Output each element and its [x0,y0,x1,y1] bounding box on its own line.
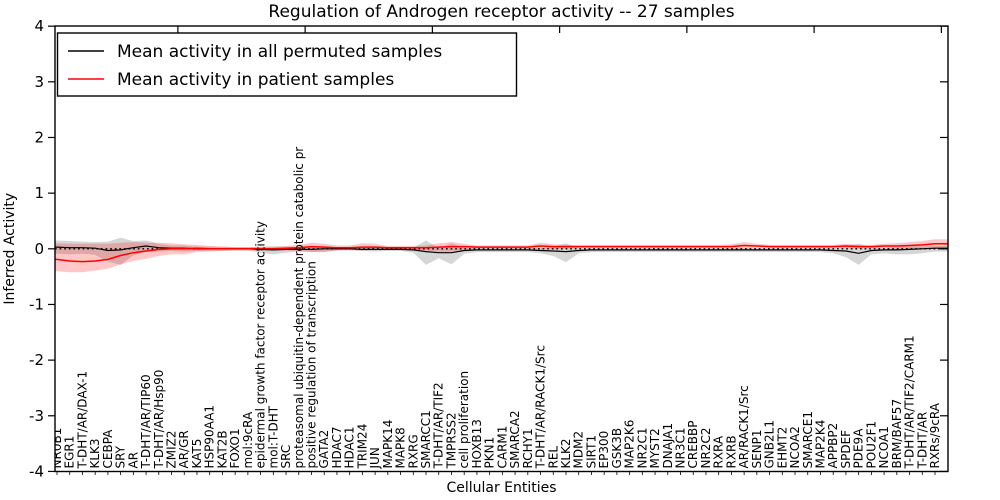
x-category-label: MAP2K6 [623,420,637,469]
x-category-label: EP300 [597,431,611,469]
x-category-label: NCOA2 [788,426,802,468]
x-category-label: MYST2 [648,428,662,468]
x-category-label: RXRB [724,435,738,468]
x-category-label: NR3C1 [674,428,688,469]
x-category-label: CREBBP [686,421,700,469]
x-category-label: MAP2K4 [814,420,828,469]
chart-title: Regulation of Androgen receptor activity… [268,2,734,22]
x-category-label: AR/GR [177,430,191,468]
x-category-label: AR [126,452,140,469]
y-axis-title: Inferred Activity [2,193,18,305]
x-category-label: RXRs/9cRA [928,402,942,468]
x-category-label: KLK3 [88,438,102,468]
x-category-label: EHMT2 [775,427,789,469]
x-category-label: AR/RACK1/Src [737,385,751,468]
x-category-label: T-DHT/AR/DAX-1 [75,371,89,470]
legend: Mean activity in all permuted samples Mea… [56,32,518,97]
x-category-label: SMARCE1 [801,411,815,469]
x-category-label: SIRT1 [584,435,598,469]
x-category-label: POU2F1 [864,421,878,469]
x-category-label: proteasomal ubiquitin-dependent protein … [292,147,306,469]
x-category-label: HDAC1 [343,426,357,468]
x-category-label: cell proliferation [457,371,471,469]
x-category-label: FOXO1 [228,428,242,468]
plot-area: NR0B1EGR1T-DHT/AR/DAX-1KLK3CEBPASRYART-D… [50,147,948,470]
x-category-label: NR2C2 [699,428,713,469]
legend-box [56,32,518,97]
x-category-label: SRC [279,445,293,469]
x-category-label: APPBP2 [826,423,840,469]
x-category-label: T-DHT/AR/RACK1/Src [534,345,548,469]
legend-label-permuted: Mean activity in all permuted samples [117,42,442,62]
y-tick-label: -1 [29,295,44,313]
x-category-label: MAPK8 [394,427,408,468]
x-category-label: MAPK14 [381,420,395,469]
x-category-label: EGR1 [63,436,77,469]
x-category-label: NCOA1 [877,426,891,468]
x-category-label: SRY [114,445,128,468]
x-category-label: SPDEF [839,430,853,469]
y-tick-label: -3 [29,407,44,425]
x-category-label: mol:T-DHT [266,405,280,468]
x-category-label: TMPRSS2 [445,412,459,469]
x-category-label: PKN1 [483,437,497,469]
x-category-label: ZMIZ2 [165,431,179,469]
x-category-label: SMARCC1 [419,410,433,468]
y-tick-label: -4 [29,462,44,480]
x-category-label: KAT2B [215,430,229,468]
x-category-label: BRM/BAF57 [890,399,904,469]
x-category-label: HSP90AA1 [203,405,217,469]
legend-label-patient: Mean activity in patient samples [117,70,394,90]
x-category-label: HOXB13 [470,419,484,468]
x-category-label: mol:9cRA [241,411,255,468]
x-category-label: T-DHT/AR/TIF2/CARM1 [903,335,917,469]
x-category-label: CARM1 [495,426,509,469]
x-category-label: T-DHT/AR/TIF2 [432,382,446,469]
x-category-label: REL [546,446,560,469]
y-tick-label: 1 [34,184,44,202]
x-category-label: positive regulation of transcription [305,261,319,468]
x-category-label: GNB2L1 [763,420,777,468]
y-tick-label: 4 [34,17,44,35]
x-category-label: RCHY1 [521,428,535,468]
x-category-label: RXRG [406,434,420,468]
x-category-label: GATA2 [317,430,331,469]
x-category-label: SMARCA2 [508,410,522,468]
x-category-label: NR2C1 [635,428,649,469]
x-category-label: T-DHT/AR [915,412,929,470]
x-category-label: T-DHT/AR/Hsp90 [152,370,166,470]
x-category-label: CEBPA [101,429,115,469]
x-category-label: RXRA [712,435,726,468]
x-category-label: T-DHT/AR/TIP60 [139,374,153,469]
y-tick-label: -2 [29,351,44,369]
x-category-label: TRIM24 [355,424,369,470]
x-category-label: SENP1 [750,429,764,468]
y-tick-label: 2 [34,128,44,146]
y-tick-label: 3 [34,73,44,91]
x-category-label: KLK2 [559,438,573,468]
series-line-patient [55,243,948,263]
x-category-label: epidermal growth factor receptor activit… [254,221,268,468]
y-tick-label: 0 [34,240,44,258]
x-axis-title: Cellular Entities [446,480,556,496]
confidence-band-patient [55,239,948,273]
x-category-label: HDAC7 [330,426,344,468]
x-category-label: PDE9A [852,428,866,469]
x-category-label: GSK3B [610,428,624,469]
x-category-label: MDM2 [572,431,586,469]
x-category-label: NR0B1 [50,428,64,469]
x-category-label: DNAJA1 [661,423,675,469]
x-category-label: JUN [368,447,382,469]
x-category-label: KAT5 [190,439,204,469]
confidence-band-permuted [55,237,948,265]
